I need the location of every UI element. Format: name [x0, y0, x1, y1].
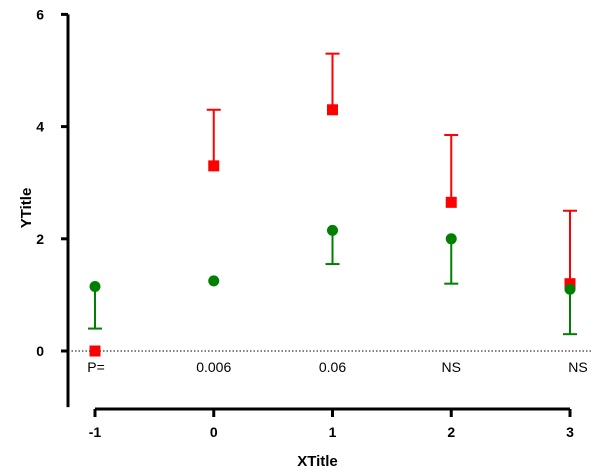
data-point-circle	[327, 224, 338, 236]
axes-layer	[66, 14, 570, 411]
data-point-square	[564, 278, 576, 290]
x-tick-label: 2	[447, 424, 455, 440]
data-point-square	[208, 160, 220, 172]
series-circle	[88, 224, 577, 336]
p-value-label: NS	[442, 359, 461, 375]
y-tick-label: 4	[36, 119, 44, 135]
data-point-square	[89, 345, 101, 357]
p-value-label: 0.06	[319, 359, 346, 375]
x-tick-label: 0	[210, 424, 218, 440]
annotation-layer: P= 0.006 0.06 NS NS	[87, 359, 587, 375]
p-value-label: P=	[87, 359, 105, 375]
y-tick-label: 2	[36, 231, 44, 247]
data-point-circle	[445, 233, 457, 245]
x-axis-title: XTitle	[297, 453, 338, 470]
y-tick-label: 0	[36, 343, 44, 359]
data-point-square	[327, 104, 338, 116]
x-tick-label: 1	[329, 424, 337, 440]
data-point-square	[445, 196, 457, 208]
data-point-circle	[89, 280, 101, 292]
p-value-label: NS	[568, 359, 587, 375]
data-point-circle	[208, 275, 220, 287]
ticks-layer: 0 2 4 6 -1 0 1 2 3	[36, 6, 574, 440]
p-value-label: 0.006	[196, 359, 231, 375]
y-tick-label: 6	[36, 6, 44, 22]
series-square	[89, 52, 577, 357]
series-layer	[88, 52, 577, 357]
data-point-circle	[564, 283, 576, 295]
x-tick-label: 3	[566, 424, 574, 440]
x-tick-label: -1	[89, 424, 102, 440]
y-axis-title: YTitle	[18, 188, 35, 229]
